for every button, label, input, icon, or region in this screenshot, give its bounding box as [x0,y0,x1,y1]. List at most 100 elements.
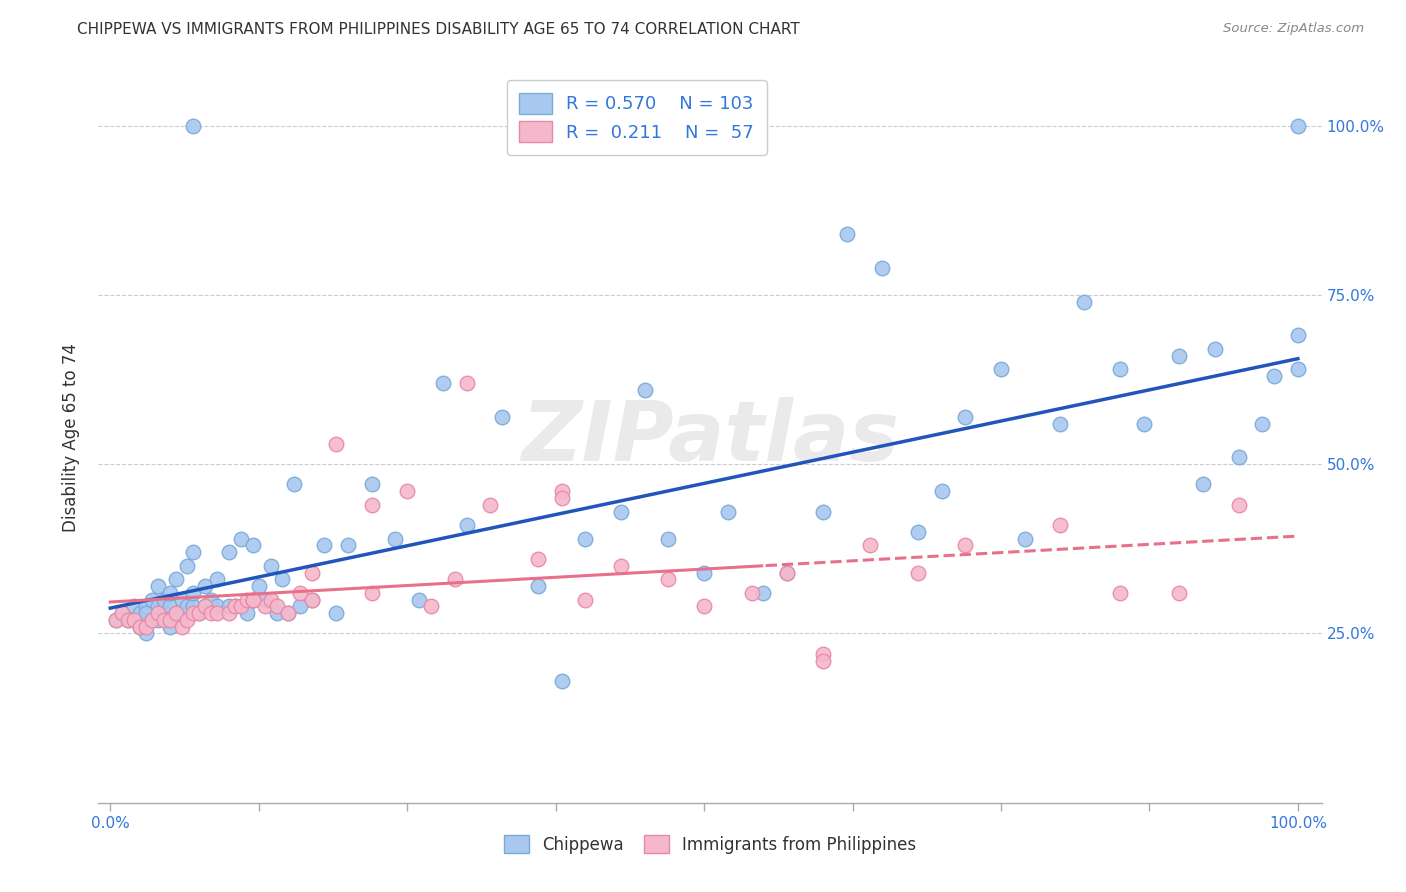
Point [1108,362,1130,376]
Point [955,409,977,424]
Point [146,599,169,614]
Point [432,376,454,390]
Point [242,538,264,552]
Point [146,613,169,627]
Point [550,673,572,688]
Point [693,599,716,614]
Point [527,579,550,593]
Point [301,592,323,607]
Point [146,606,169,620]
Point [870,260,893,275]
Point [290,586,312,600]
Point [811,505,834,519]
Point [574,592,596,607]
Point [1073,294,1095,309]
Point [135,599,157,614]
Point [550,491,572,505]
Point [218,599,240,614]
Point [129,606,152,620]
Point [200,592,222,607]
Point [456,518,478,533]
Point [1168,586,1191,600]
Point [657,572,679,586]
Point [200,606,222,620]
Point [165,606,187,620]
Point [266,606,288,620]
Point [443,572,465,586]
Point [283,477,305,491]
Point [135,620,157,634]
Point [384,532,406,546]
Point [610,558,633,573]
Point [657,532,679,546]
Point [242,592,264,607]
Point [931,484,953,499]
Point [907,566,929,580]
Point [1251,417,1274,431]
Point [1168,349,1191,363]
Point [776,566,799,580]
Point [129,620,152,634]
Point [122,599,145,614]
Point [111,606,134,620]
Point [229,532,252,546]
Point [396,484,419,499]
Point [152,606,174,620]
Point [1014,532,1036,546]
Point [205,572,228,586]
Point [479,498,502,512]
Point [1108,586,1130,600]
Point [224,599,246,614]
Point [170,592,193,607]
Point [1132,417,1154,431]
Point [205,606,228,620]
Point [336,538,359,552]
Point [183,599,205,614]
Point [135,606,157,620]
Point [259,558,281,573]
Point [165,606,187,620]
Point [146,579,169,593]
Legend: Chippewa, Immigrants from Philippines: Chippewa, Immigrants from Philippines [498,829,922,860]
Point [135,613,157,627]
Point [550,484,572,499]
Point [752,586,775,600]
Point [117,613,139,627]
Point [194,579,217,593]
Point [183,586,205,600]
Point [811,654,834,668]
Point [242,592,264,607]
Point [183,606,205,620]
Point [741,586,763,600]
Point [205,599,228,614]
Point [835,227,858,241]
Point [188,606,211,620]
Point [188,606,211,620]
Point [152,613,174,627]
Point [236,606,259,620]
Y-axis label: Disability Age 65 to 74: Disability Age 65 to 74 [62,343,80,532]
Point [135,626,157,640]
Point [170,606,193,620]
Point [574,532,596,546]
Point [290,599,312,614]
Point [218,606,240,620]
Point [907,524,929,539]
Point [312,538,335,552]
Point [301,566,323,580]
Point [776,566,799,580]
Point [183,545,205,559]
Point [159,620,181,634]
Point [301,592,323,607]
Point [236,592,259,607]
Point [141,592,163,607]
Point [141,613,163,627]
Point [1286,328,1309,343]
Point [456,376,478,390]
Point [277,606,299,620]
Point [1192,477,1215,491]
Point [259,592,281,607]
Point [1049,417,1071,431]
Point [224,599,246,614]
Point [1263,369,1285,384]
